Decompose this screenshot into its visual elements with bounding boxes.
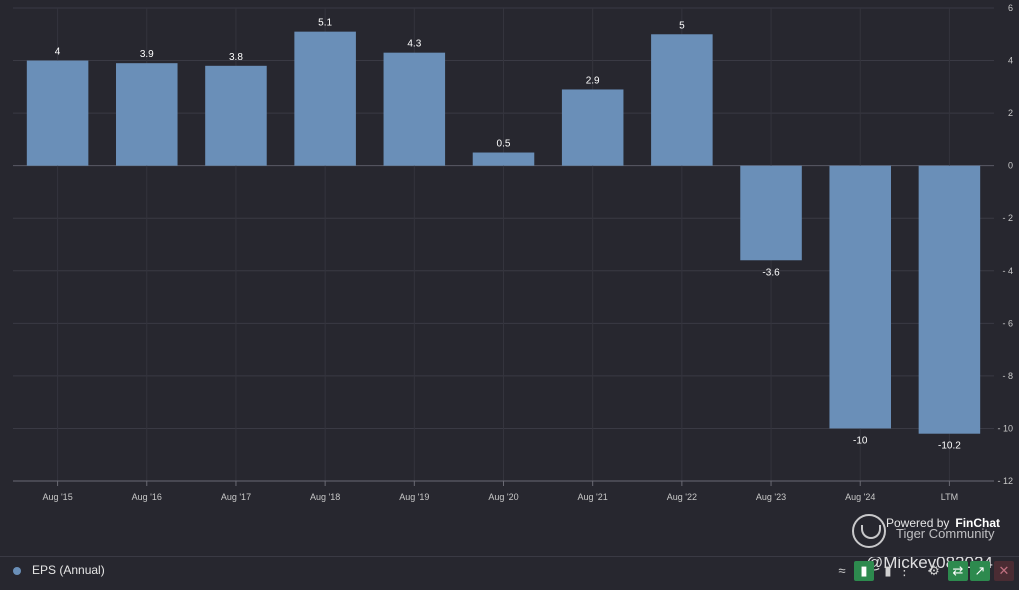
bar bbox=[561, 89, 624, 166]
x-tick-label: Aug '15 bbox=[42, 492, 72, 502]
bar bbox=[472, 152, 535, 166]
data-label: -3.6 bbox=[762, 267, 780, 278]
bar bbox=[294, 31, 356, 166]
bar-chart-alt-icon[interactable]: ▮ bbox=[884, 563, 892, 578]
y-tick-label: 6 bbox=[1008, 3, 1013, 13]
data-label: -10 bbox=[853, 435, 868, 446]
data-label: 3.9 bbox=[140, 49, 154, 60]
finchat-brand: FinChat bbox=[955, 516, 1001, 530]
y-tick-label: - 8 bbox=[1002, 371, 1013, 381]
x-tick-label: Aug '20 bbox=[488, 492, 518, 502]
watermark: Powered by FinChat Tiger Community bbox=[852, 512, 1017, 552]
bar bbox=[829, 165, 891, 429]
y-tick-label: 2 bbox=[1008, 108, 1013, 118]
y-tick-label: - 4 bbox=[1002, 266, 1013, 276]
bar bbox=[116, 63, 178, 166]
legend-bar: EPS (Annual) ≈ ▮ ▮ ⋮ ⚙ ⇄ ↗ ✕ bbox=[0, 556, 1019, 590]
y-tick-label: 4 bbox=[1008, 56, 1013, 66]
x-tick-label: Aug '24 bbox=[845, 492, 875, 502]
bar bbox=[383, 52, 446, 166]
powered-label: Powered by bbox=[886, 516, 950, 530]
close-icon[interactable]: ✕ bbox=[994, 561, 1014, 581]
line-chart-icon[interactable]: ≈ bbox=[838, 563, 846, 578]
legend-series-label[interactable]: EPS (Annual) bbox=[32, 563, 105, 577]
y-tick-label: 0 bbox=[1008, 161, 1013, 171]
data-label: 0.5 bbox=[497, 139, 511, 150]
gear-icon[interactable]: ⚙ bbox=[928, 563, 940, 578]
eps-bar-chart: 6 4 2 0 - 2 - 4 - 6 - 8 - 10 - 12 4 Aug '15 3.9 Aug '… bbox=[13, 3, 1013, 502]
y-tick-label: - 12 bbox=[997, 476, 1013, 486]
data-label: -10.2 bbox=[938, 441, 961, 452]
x-tick-label: Aug '16 bbox=[132, 492, 162, 502]
bar-chart-icon[interactable]: ▮ bbox=[854, 561, 874, 581]
data-label: 5 bbox=[679, 20, 685, 31]
data-label: 5.1 bbox=[318, 18, 332, 29]
x-tick-label: Aug '17 bbox=[221, 492, 251, 502]
powered-by-text: Powered by FinChat bbox=[886, 516, 1000, 530]
bar bbox=[651, 34, 713, 166]
data-label: 3.8 bbox=[229, 52, 243, 63]
bar bbox=[205, 65, 267, 166]
more-icon[interactable]: ⋮ bbox=[898, 563, 911, 578]
community-label: Tiger Community bbox=[896, 526, 995, 541]
y-tick-label: - 2 bbox=[1002, 213, 1013, 223]
y-tick-label: - 6 bbox=[1002, 318, 1013, 328]
share-icon[interactable]: ↗ bbox=[970, 561, 990, 581]
bar bbox=[918, 165, 981, 434]
x-tick-label: Aug '23 bbox=[756, 492, 786, 502]
data-label: 2.9 bbox=[586, 75, 600, 86]
x-tick-label: Aug '19 bbox=[399, 492, 429, 502]
data-label: 4.3 bbox=[407, 39, 421, 50]
x-tick-label: Aug '22 bbox=[667, 492, 697, 502]
y-tick-label: - 10 bbox=[997, 423, 1013, 433]
data-label: 4 bbox=[55, 47, 61, 58]
x-tick-label: LTM bbox=[941, 492, 958, 502]
x-tick-label: Aug '21 bbox=[578, 492, 608, 502]
legend-dot-icon bbox=[13, 567, 21, 575]
link-icon[interactable]: ⇄ bbox=[948, 561, 968, 581]
tiger-logo-icon bbox=[852, 514, 886, 548]
bar bbox=[26, 60, 89, 166]
x-tick-label: Aug '18 bbox=[310, 492, 340, 502]
bar bbox=[740, 165, 802, 261]
